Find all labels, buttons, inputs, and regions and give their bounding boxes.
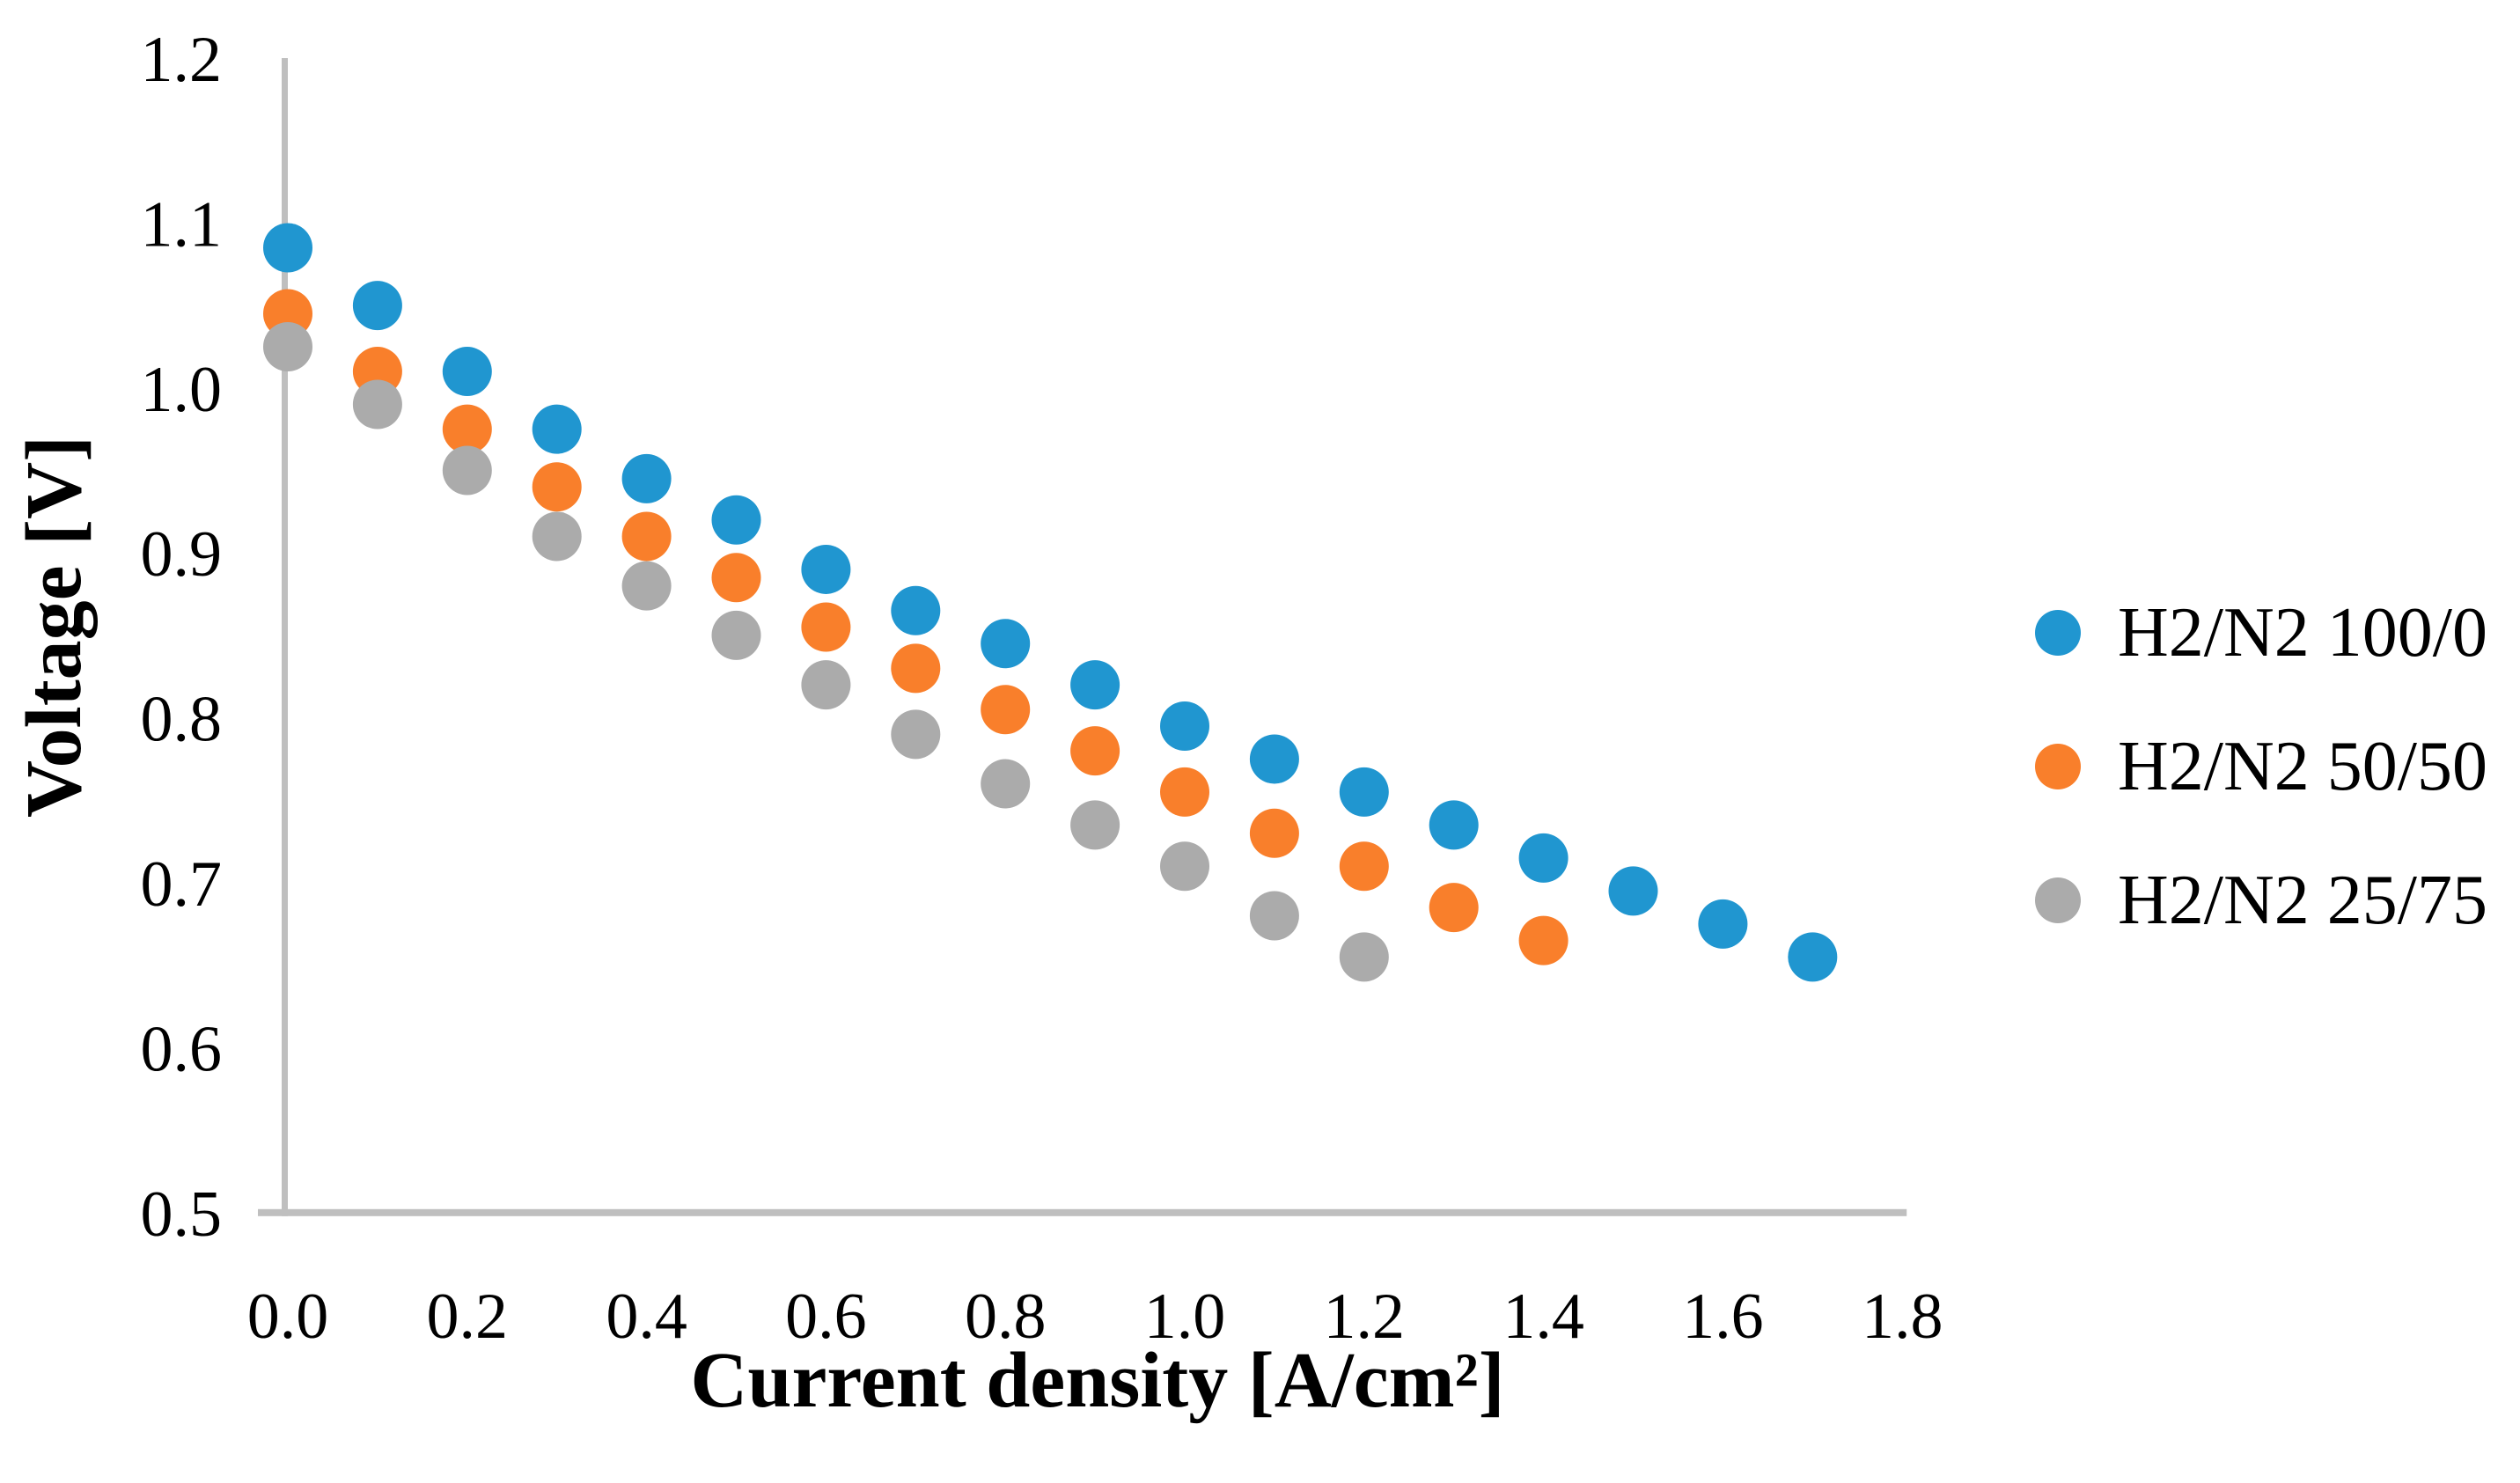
x-axis-title: Current density [A/cm²]	[690, 1337, 1505, 1424]
data-point	[532, 462, 582, 512]
data-point	[621, 511, 672, 562]
legend-label: H2/N2 50/50	[2118, 728, 2487, 805]
y-tick-label: 0.8	[141, 684, 223, 756]
x-axis-line	[258, 1208, 1907, 1216]
y-axis-title: Voltage [V]	[11, 435, 98, 819]
data-point	[891, 643, 941, 694]
data-point	[1160, 841, 1209, 892]
data-point	[532, 404, 582, 454]
data-point	[1160, 701, 1209, 751]
data-point	[1518, 915, 1569, 965]
y-tick-label: 1.2	[141, 24, 223, 96]
data-point	[442, 445, 492, 496]
data-point	[442, 404, 492, 454]
data-point	[1788, 932, 1838, 982]
x-tick-label: 0.2	[427, 1281, 509, 1353]
legend-label: H2/N2 100/0	[2118, 594, 2487, 672]
y-tick-label: 1.0	[141, 354, 223, 426]
data-point	[1608, 866, 1658, 916]
data-point	[621, 453, 672, 503]
legend-item: H2/N2 25/75	[2035, 864, 2487, 936]
x-tick-label: 1.4	[1502, 1281, 1584, 1353]
data-point	[352, 379, 402, 429]
data-point	[1070, 726, 1120, 776]
data-point	[1249, 891, 1299, 941]
x-tick-label: 1.6	[1682, 1281, 1764, 1353]
x-tick-label: 0.4	[606, 1281, 687, 1353]
data-point	[711, 553, 761, 603]
data-point	[1429, 883, 1479, 933]
legend-item: H2/N2 100/0	[2035, 597, 2487, 669]
x-tick-label: 0.6	[785, 1281, 867, 1353]
legend: H2/N2 100/0 H2/N2 50/50 H2/N2 25/75	[2035, 597, 2487, 936]
data-point	[801, 544, 851, 594]
data-point	[263, 223, 312, 273]
data-point	[1070, 800, 1120, 850]
data-point	[1339, 767, 1389, 817]
data-point	[891, 709, 941, 760]
x-tick-label: 1.0	[1144, 1281, 1226, 1353]
y-tick-label: 0.9	[141, 518, 223, 591]
data-point	[1070, 660, 1120, 710]
y-axis-line	[282, 58, 288, 1216]
legend-label: H2/N2 25/75	[2118, 862, 2487, 939]
data-point	[621, 561, 672, 611]
data-point	[352, 281, 402, 331]
y-tick-label: 0.7	[141, 848, 223, 921]
data-point	[1249, 734, 1299, 784]
data-point	[801, 660, 851, 710]
data-point	[981, 759, 1031, 809]
y-tick-label: 1.1	[141, 188, 223, 261]
data-point	[801, 602, 851, 652]
data-point	[532, 511, 582, 562]
x-tick-label: 0.8	[965, 1281, 1047, 1353]
data-point	[1339, 841, 1389, 892]
x-tick-label: 1.2	[1324, 1281, 1406, 1353]
data-point	[442, 347, 492, 397]
data-point	[711, 495, 761, 545]
x-tick-label: 1.8	[1862, 1281, 1943, 1353]
data-point	[1518, 833, 1569, 883]
data-point	[981, 619, 1031, 669]
data-point	[891, 585, 941, 635]
legend-marker-icon	[2035, 877, 2081, 923]
data-point	[1339, 932, 1389, 982]
legend-marker-icon	[2035, 744, 2081, 789]
y-tick-label: 0.6	[141, 1013, 223, 1085]
data-point	[1249, 808, 1299, 858]
x-tick-label: 0.0	[247, 1281, 329, 1353]
data-point	[711, 610, 761, 660]
data-point	[1698, 899, 1748, 949]
y-tick-label: 0.5	[141, 1178, 223, 1251]
legend-marker-icon	[2035, 610, 2081, 656]
data-point	[981, 685, 1031, 735]
data-point	[1429, 800, 1479, 850]
data-point	[1160, 767, 1209, 817]
legend-item: H2/N2 50/50	[2035, 730, 2487, 803]
data-point	[263, 321, 312, 371]
